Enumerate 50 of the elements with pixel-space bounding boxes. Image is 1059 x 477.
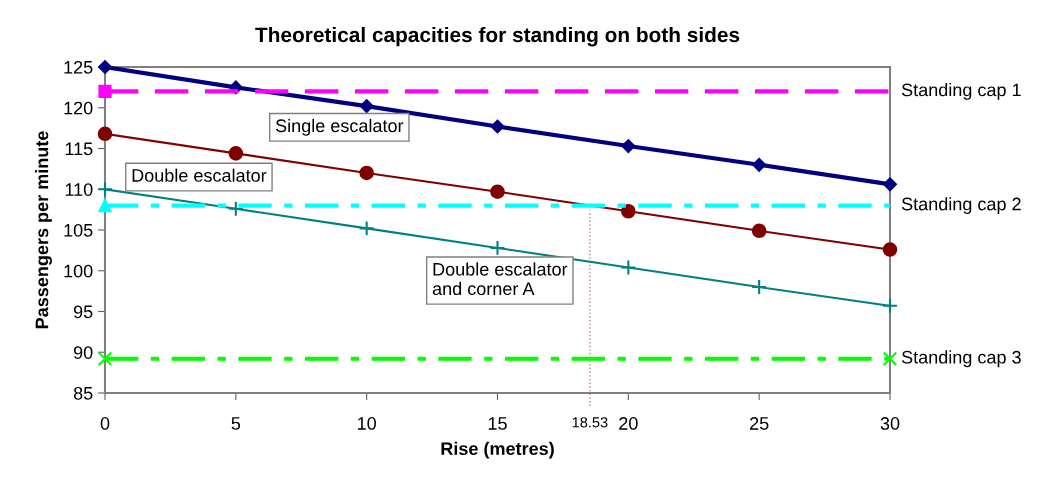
ref-line-label: 18.53 (572, 417, 608, 428)
y-tick-label: 115 (65, 142, 93, 156)
point (227, 200, 244, 217)
y-tick-label: 125 (64, 60, 93, 74)
series-label: Standing cap 3 (901, 350, 1021, 368)
y-tick-label: 110 (65, 183, 93, 196)
y-tick-label: 120 (64, 101, 93, 115)
series-label: Double escalator and corner A (432, 262, 568, 296)
point (97, 351, 113, 367)
point (621, 139, 636, 153)
point (490, 184, 505, 199)
series-label: Standing cap 1 (901, 83, 1021, 100)
point (489, 239, 506, 256)
point (359, 99, 374, 114)
point (98, 60, 112, 74)
point (98, 84, 112, 99)
y-axis-title: Passengers per minute (35, 131, 52, 329)
chart-title: Theoretical capacities for standing on both sides (255, 26, 740, 47)
series-label: Standing cap 2 (901, 197, 1021, 214)
point (620, 259, 637, 276)
point (98, 198, 112, 213)
point (751, 279, 768, 296)
y-tick-label: 85 (73, 386, 93, 400)
point (883, 177, 897, 192)
point (882, 242, 898, 257)
x-tick-label: 10 (358, 417, 376, 430)
x-axis-title: Rise (metres) (441, 441, 554, 459)
point (490, 119, 505, 134)
point (97, 126, 113, 142)
point (228, 146, 244, 161)
x-tick-label: 30 (880, 417, 900, 430)
x-tick-label: 25 (750, 417, 769, 430)
point (358, 220, 375, 237)
point (97, 181, 113, 198)
point (882, 351, 898, 367)
point (882, 297, 898, 314)
x-tick-label: 15 (488, 417, 507, 430)
point (751, 223, 767, 239)
x-tick-label: 5 (231, 417, 241, 430)
point (752, 157, 767, 172)
y-tick-label: 105 (64, 223, 93, 237)
point (359, 165, 374, 181)
point (621, 203, 636, 219)
y-tick-label: 90 (73, 346, 93, 359)
y-tick-label: 100 (64, 264, 93, 278)
series-label: Single escalator (275, 118, 404, 136)
y-tick-label: 95 (73, 305, 93, 319)
series-label: Double escalator (132, 168, 267, 182)
x-tick-label: 0 (100, 417, 110, 430)
x-tick-label: 20 (619, 417, 638, 430)
